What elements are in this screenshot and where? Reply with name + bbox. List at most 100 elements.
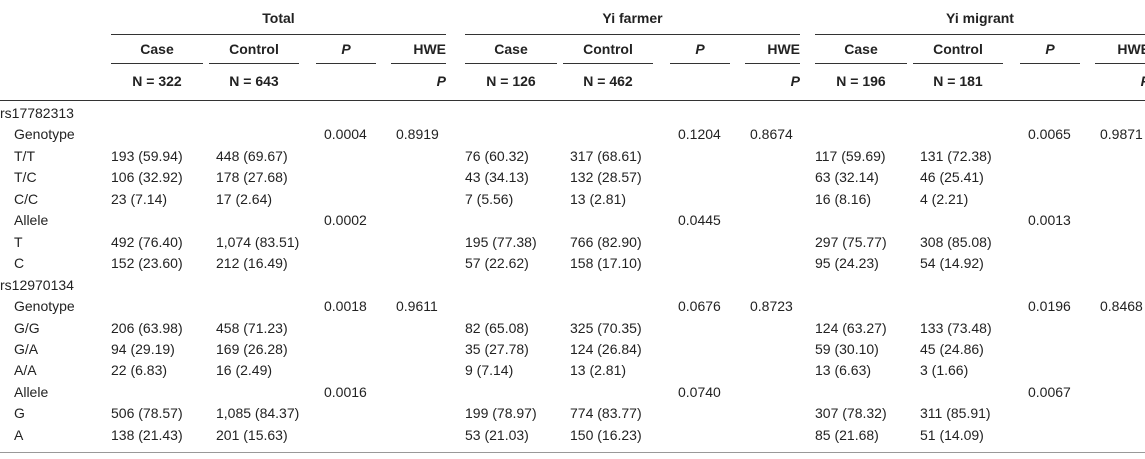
column-header-control: Control — [933, 41, 983, 57]
column-rule-control — [913, 63, 1003, 64]
column-rule-case — [111, 63, 203, 64]
case-value: 9 (7.14) — [465, 362, 514, 378]
case-value: 13 (6.63) — [815, 362, 872, 378]
column-header-case: Case — [140, 41, 174, 57]
table-row: G 506 (78.57) 1,085 (84.37) 199 (78.97) 774 … — [0, 404, 1145, 424]
hwe-value: 0.9871 — [1100, 126, 1143, 142]
table-row: Genotype 0.0004 0.8919 0.1204 0.8674 0.0065 0.… — [0, 125, 1145, 145]
control-value: 311 (85.91) — [920, 405, 991, 421]
case-value: 152 (23.60) — [111, 255, 183, 271]
p-value: 0.0740 — [678, 384, 721, 400]
sample-size-control: N = 643 — [229, 73, 279, 89]
row-label: T/C — [14, 169, 37, 185]
group-rule-yi-migrant — [815, 34, 1145, 35]
p-value: 0.0002 — [324, 212, 367, 228]
p-value: 0.0004 — [324, 126, 367, 142]
group-header-yi-farmer: Yi farmer — [602, 10, 663, 26]
group-rule-total — [111, 34, 446, 35]
control-value: 16 (2.49) — [216, 362, 273, 378]
sample-size-control: N = 462 — [583, 73, 633, 89]
control-value: 51 (14.09) — [920, 427, 984, 443]
case-value: 199 (78.97) — [465, 405, 537, 421]
case-value: 23 (7.14) — [111, 191, 168, 207]
case-value: 117 (59.69) — [815, 148, 886, 164]
case-value: 53 (21.03) — [465, 427, 529, 443]
table-row: Genotype 0.0018 0.9611 0.0676 0.8723 0.0196 0.… — [0, 297, 1145, 317]
column-rule-hwe — [391, 63, 446, 64]
row-label: Allele — [14, 212, 49, 228]
row-label: A/A — [14, 362, 37, 378]
row-label: T/T — [14, 148, 35, 164]
row-label: Genotype — [14, 298, 75, 314]
row-label: G — [14, 405, 25, 421]
table-row: T 492 (76.40) 1,074 (83.51) 195 (77.38) 766 … — [0, 233, 1145, 253]
case-value: 195 (77.38) — [465, 234, 537, 250]
hwe-value: 0.8919 — [396, 126, 439, 142]
control-value: 3 (1.66) — [920, 362, 969, 378]
control-value: 317 (68.61) — [570, 148, 642, 164]
column-header-hwe: HWE — [1117, 41, 1145, 57]
control-value: 17 (2.64) — [216, 191, 273, 207]
table-row: C 152 (23.60) 212 (16.49) 57 (22.62) 158 (17… — [0, 254, 1145, 274]
hwe-value: 0.8674 — [750, 126, 793, 142]
row-label: G/A — [14, 341, 39, 357]
row-label: A — [14, 427, 24, 443]
case-value: 193 (59.94) — [111, 148, 183, 164]
case-value: 94 (29.19) — [111, 341, 175, 357]
row-label: T — [14, 234, 23, 250]
column-header-hwe: HWE — [413, 41, 446, 57]
snp-label: rs17782313 — [0, 105, 74, 121]
control-value: 1,074 (83.51) — [216, 234, 300, 250]
group-rule-yi-farmer — [465, 34, 800, 35]
column-header-p: P — [695, 41, 705, 57]
column-rule-p — [670, 63, 730, 64]
control-value: 158 (17.10) — [570, 255, 642, 271]
control-value: 178 (27.68) — [216, 169, 288, 185]
case-value: 206 (63.98) — [111, 320, 183, 336]
control-value: 132 (28.57) — [570, 169, 642, 185]
case-value: 43 (34.13) — [465, 169, 529, 185]
control-value: 325 (70.35) — [570, 320, 642, 336]
table-row: A/A 22 (6.83) 16 (2.49) 9 (7.14) 13 (2.81) 13… — [0, 361, 1145, 381]
control-value: 45 (24.86) — [920, 341, 984, 357]
hwe-p-label: P — [436, 73, 446, 89]
hwe-value: 0.9611 — [396, 298, 438, 314]
table-row: G/A 94 (29.19) 169 (26.28) 35 (27.78) 124 (2… — [0, 340, 1145, 360]
case-value: 138 (21.43) — [111, 427, 183, 443]
column-rule-hwe — [1095, 63, 1145, 64]
table-row: G/G 206 (63.98) 458 (71.23) 82 (65.08) 325 (… — [0, 319, 1145, 339]
control-value: 54 (14.92) — [920, 255, 984, 271]
control-value: 124 (26.84) — [570, 341, 642, 357]
table-row: Allele 0.0016 0.0740 0.0067 — [0, 383, 1145, 403]
case-value: 95 (24.23) — [815, 255, 879, 271]
case-value: 59 (30.10) — [815, 341, 879, 357]
column-header-case: Case — [844, 41, 878, 57]
case-value: 82 (65.08) — [465, 320, 529, 336]
column-rule-case — [815, 63, 907, 64]
table-row: A 138 (21.43) 201 (15.63) 53 (21.03) 150 (16… — [0, 426, 1145, 446]
p-value: 0.0445 — [678, 212, 721, 228]
column-rule-p — [316, 63, 376, 64]
control-value: 448 (69.67) — [216, 148, 288, 164]
p-value: 0.0018 — [324, 298, 367, 314]
case-value: 506 (78.57) — [111, 405, 183, 421]
column-header-case: Case — [494, 41, 528, 57]
snp-row: rs12970134 — [0, 276, 1145, 296]
case-value: 492 (76.40) — [111, 234, 183, 250]
control-value: 212 (16.49) — [216, 255, 288, 271]
group-header-total: Total — [262, 10, 295, 26]
table-bottom-rule — [0, 452, 1145, 453]
p-value: 0.0016 — [324, 384, 367, 400]
column-header-p: P — [341, 41, 351, 57]
p-value: 0.0196 — [1028, 298, 1071, 314]
control-value: 201 (15.63) — [216, 427, 288, 443]
column-header-hwe: HWE — [767, 41, 800, 57]
row-label: G/G — [14, 320, 40, 336]
row-label: C/C — [14, 191, 39, 207]
snp-label: rs12970134 — [0, 277, 74, 293]
p-value: 0.0676 — [678, 298, 721, 314]
control-value: 13 (2.81) — [570, 191, 627, 207]
row-label: Allele — [14, 384, 49, 400]
column-header-control: Control — [583, 41, 633, 57]
p-value: 0.0067 — [1028, 384, 1071, 400]
